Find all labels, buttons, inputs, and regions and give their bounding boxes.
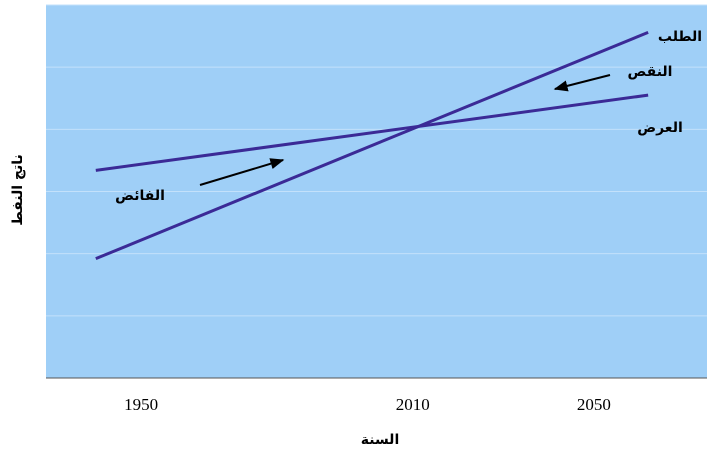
x-tick-label: 1950 bbox=[124, 395, 158, 414]
x-tick-label: 2010 bbox=[396, 395, 430, 414]
y-axis-title: ناتج النفط bbox=[10, 154, 26, 226]
legend-label: الطلب bbox=[658, 29, 702, 45]
x-axis-title: السنة bbox=[361, 432, 400, 448]
line bbox=[95, 93, 649, 172]
arrow bbox=[199, 158, 285, 186]
line bbox=[95, 30, 649, 261]
legend-label: العرض bbox=[637, 120, 683, 136]
arrow bbox=[553, 74, 611, 92]
annotation: النقص bbox=[628, 64, 673, 80]
x-tick-label: 2050 bbox=[577, 395, 611, 414]
annotation: الفائض bbox=[115, 188, 165, 204]
